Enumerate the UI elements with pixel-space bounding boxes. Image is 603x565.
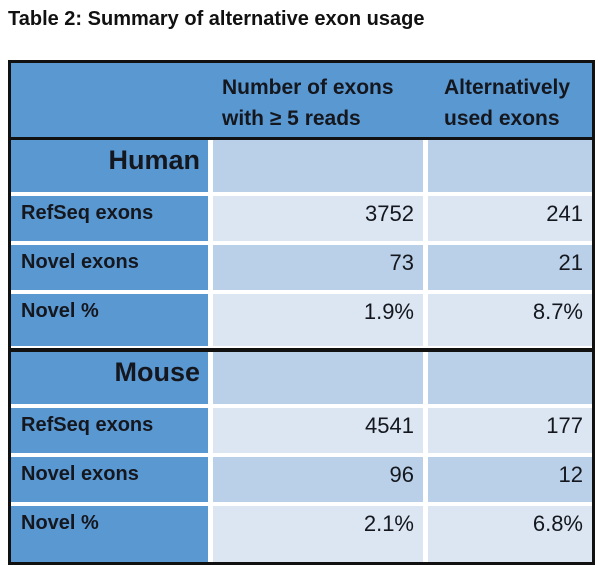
row-label: RefSeq exons	[11, 408, 208, 453]
value-cell: 3752	[213, 196, 423, 241]
table-row-mouse-refseq: RefSeq exons 4541 177	[11, 408, 592, 453]
value-cell: 4541	[213, 408, 423, 453]
empty-cell	[213, 352, 423, 404]
value-cell: 8.7%	[428, 294, 592, 346]
value-cell: 241	[428, 196, 592, 241]
section-row-human: Human	[11, 140, 592, 192]
value-cell: 177	[428, 408, 592, 453]
empty-cell	[213, 140, 423, 192]
section-label: Mouse	[11, 352, 208, 404]
table-row-mouse-novel-pct: Novel % 2.1% 6.8%	[11, 506, 592, 562]
value-cell: 12	[428, 457, 592, 502]
summary-table: Number of exons with ≥ 5 reads Alternati…	[8, 60, 595, 565]
row-label: Novel exons	[11, 457, 208, 502]
value-cell: 1.9%	[213, 294, 423, 346]
row-label: Novel %	[11, 294, 208, 346]
column-header-alternatively-used: Alternatively used exons	[444, 76, 571, 130]
row-label: Novel %	[11, 506, 208, 562]
table-row-human-novel: Novel exons 73 21	[11, 245, 592, 290]
table-row-human-novel-pct: Novel % 1.9% 8.7%	[11, 294, 592, 346]
value-cell: 96	[213, 457, 423, 502]
value-cell: 73	[213, 245, 423, 290]
row-label: Novel exons	[11, 245, 208, 290]
table-header-row: Number of exons with ≥ 5 reads Alternati…	[11, 63, 592, 140]
value-cell: 2.1%	[213, 506, 423, 562]
section-row-mouse: Mouse	[11, 348, 592, 404]
empty-cell	[428, 140, 592, 192]
section-label: Human	[11, 140, 208, 192]
value-cell: 21	[428, 245, 592, 290]
table-row-human-refseq: RefSeq exons 3752 241	[11, 196, 592, 241]
value-cell: 6.8%	[428, 506, 592, 562]
row-label: RefSeq exons	[11, 196, 208, 241]
empty-cell	[428, 352, 592, 404]
column-header-exons-with-reads: Number of exons with ≥ 5 reads	[222, 76, 394, 130]
table-row-mouse-novel: Novel exons 96 12	[11, 457, 592, 502]
table-caption: Table 2: Summary of alternative exon usa…	[8, 8, 425, 30]
column-header-empty	[11, 63, 213, 137]
